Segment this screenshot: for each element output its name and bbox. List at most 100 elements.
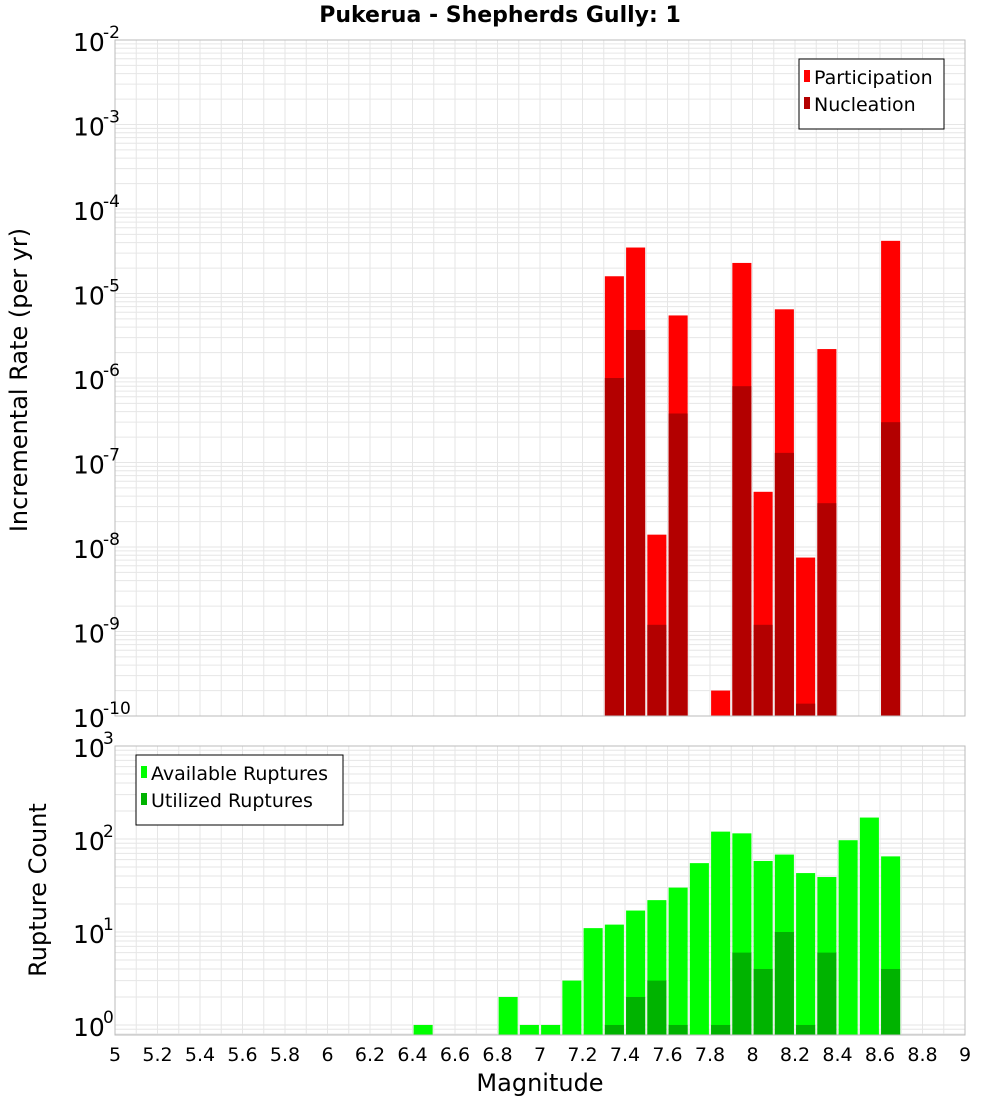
bar-nucleation [881,422,901,716]
x-tick-label: 6 [321,1044,333,1066]
y-tick-exponent: 2 [103,822,114,842]
legend-swatch [804,70,810,82]
legend-swatch [804,97,810,109]
magnitude-x-ticks: 5 5.2 5.4 5.6 5.8 6 6.2 6.4 6.6 6.8 7 7.2 7.4 7.6 7.8 8… [109,1044,971,1066]
bar-utilized-ruptures [774,931,794,1035]
bar-available-ruptures [838,840,858,1035]
x-tick-label: 5.4 [185,1044,215,1066]
bar-available-ruptures [519,1024,539,1035]
y-tick-label: 10 [73,620,105,649]
y-tick-exponent: -2 [103,23,120,43]
y-tick-exponent: 3 [103,729,114,749]
legend-swatch [141,793,147,805]
y-tick-label: 10 [73,1013,105,1042]
legend-entry: Available Ruptures [151,763,328,785]
y-tick-exponent: -9 [103,615,120,635]
bar-nucleation [626,329,646,716]
bar-participation [711,690,731,716]
bar-nucleation [796,703,816,716]
bar-utilized-ruptures [881,968,901,1035]
bar-available-ruptures [413,1024,433,1035]
x-tick-label: 6.8 [482,1044,512,1066]
y-tick-label: 10 [73,734,105,763]
bar-available-ruptures [689,863,709,1035]
legend-entry: Nucleation [814,94,916,116]
x-tick-label: 6.4 [397,1044,427,1066]
bar-available-ruptures [562,980,582,1035]
bar-utilized-ruptures [647,980,667,1035]
x-tick-label: 5 [109,1044,121,1066]
rate-plot-panel: 10-210-310-410-510-610-710-810-910-10 In… [5,23,966,733]
magnitude-x-axis-label: Magnitude [476,1069,603,1097]
rate-plot-grid [114,39,966,717]
bar-available-ruptures [498,996,518,1035]
y-tick-label: 10 [73,113,105,142]
x-tick-label: 9 [959,1044,971,1066]
count-plot-frame [114,745,966,1036]
rate-legend: Participation Nucleation [798,58,945,130]
bar-nucleation [774,452,794,716]
y-tick-exponent: -5 [103,277,120,297]
y-tick-exponent: -10 [103,699,131,719]
bar-nucleation [817,503,837,716]
legend-swatch [141,766,147,778]
bar-available-ruptures [668,887,688,1035]
x-tick-label: 7 [534,1044,546,1066]
x-tick-label: 5.6 [227,1044,257,1066]
x-tick-label: 8 [746,1044,758,1066]
rate-plot-bars [604,240,901,716]
legend-entry: Participation [814,67,933,89]
bar-utilized-ruptures [732,952,752,1035]
x-tick-label: 5.8 [270,1044,300,1066]
y-tick-label: 10 [73,28,105,57]
x-tick-label: 8.2 [780,1044,810,1066]
y-tick-exponent: 1 [103,915,114,935]
count-plot-bars [413,817,901,1035]
y-tick-label: 10 [73,535,105,564]
count-y-axis-label: Rupture Count [24,803,52,977]
y-tick-label: 10 [73,197,105,226]
x-tick-label: 6.2 [355,1044,385,1066]
y-tick-label: 10 [73,282,105,311]
y-tick-exponent: -4 [103,192,120,212]
bar-nucleation [668,413,688,716]
bar-nucleation [604,378,624,716]
y-tick-exponent: -6 [103,361,120,381]
bar-utilized-ruptures [711,1024,731,1035]
y-tick-exponent: -7 [103,446,120,466]
y-tick-exponent: 0 [103,1008,114,1028]
x-tick-label: 7.2 [567,1044,597,1066]
rate-plot-frame [114,39,966,717]
bar-utilized-ruptures [796,1024,816,1035]
legend-box [135,754,344,826]
x-tick-label: 5.2 [142,1044,172,1066]
bar-available-ruptures [859,817,879,1035]
chart-title: Pukerua - Shepherds Gully: 1 [319,3,681,28]
x-tick-label: 7.6 [652,1044,682,1066]
x-tick-label: 6.6 [440,1044,470,1066]
legend-entry: Utilized Ruptures [151,790,313,812]
rate-y-ticks: 10-210-310-410-510-610-710-810-910-10 [73,23,131,733]
bar-nucleation [732,386,752,716]
bar-utilized-ruptures [753,968,773,1035]
count-legend: Available Ruptures Utilized Ruptures [135,754,344,826]
bar-available-ruptures [583,928,603,1035]
bar-utilized-ruptures [604,1024,624,1035]
bar-available-ruptures [796,873,816,1035]
bar-utilized-ruptures [626,996,646,1035]
x-tick-label: 8.8 [907,1044,937,1066]
y-tick-label: 10 [73,827,105,856]
legend-box [798,58,945,130]
y-tick-label: 10 [73,704,105,733]
x-tick-label: 8.6 [865,1044,895,1066]
x-tick-label: 8.4 [822,1044,852,1066]
bar-utilized-ruptures [668,1024,688,1035]
bar-participation [796,557,816,716]
bar-utilized-ruptures [817,952,837,1035]
x-tick-label: 7.4 [610,1044,640,1066]
y-tick-exponent: -8 [103,530,120,550]
y-tick-label: 10 [73,920,105,949]
y-tick-label: 10 [73,366,105,395]
